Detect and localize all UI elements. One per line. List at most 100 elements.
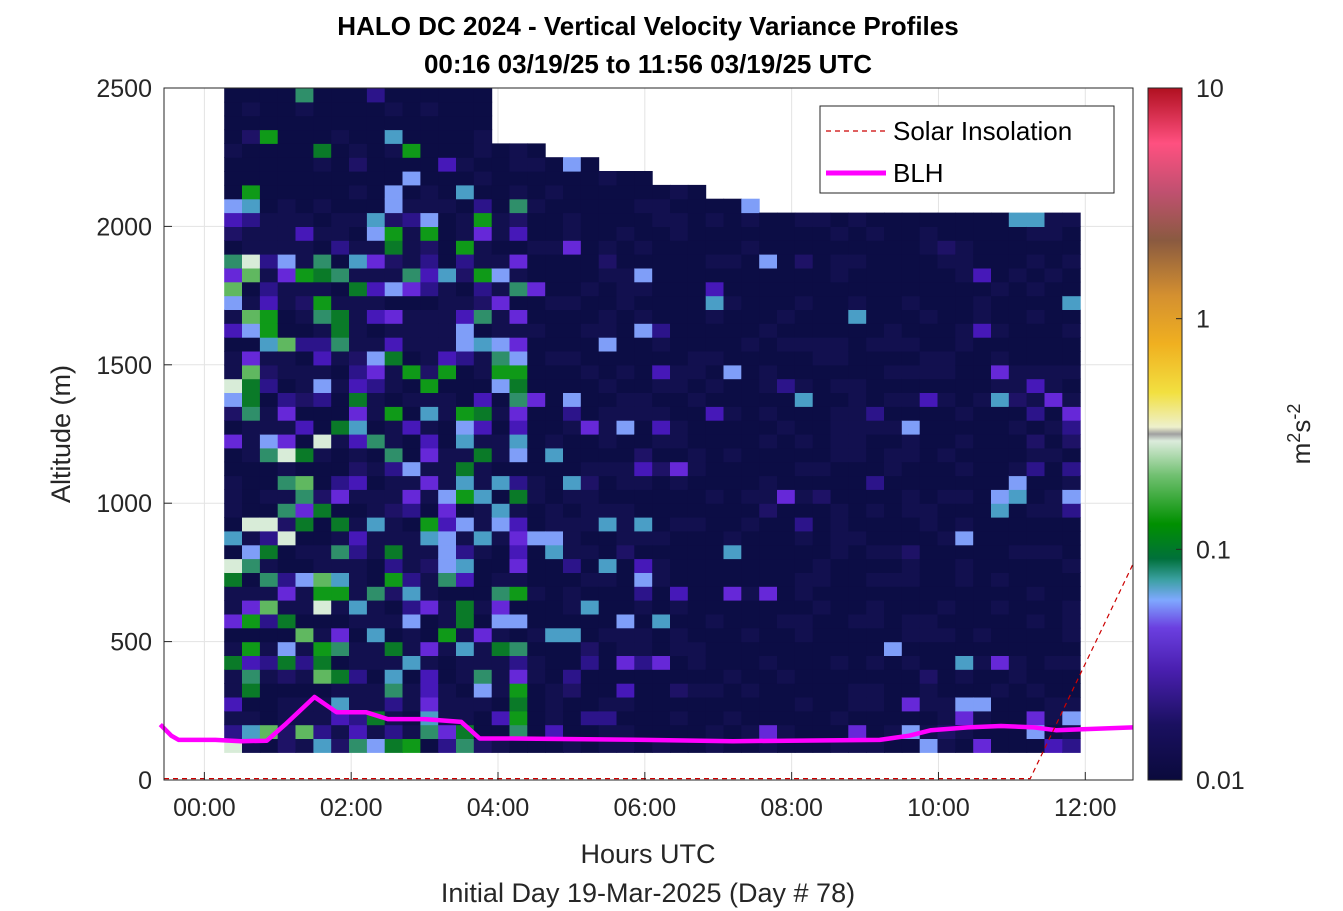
heatmap-cell (598, 254, 618, 269)
heatmap-cell (741, 392, 760, 407)
heatmap-cell (563, 420, 582, 435)
heatmap-cell (242, 558, 261, 573)
heatmap-cell (919, 641, 939, 656)
heatmap-cell (509, 558, 528, 573)
heatmap-cell (527, 392, 546, 407)
heatmap-cell (1044, 323, 1063, 338)
heatmap-cell (723, 586, 742, 601)
heatmap-cell (741, 641, 760, 656)
heatmap-cell (545, 337, 564, 352)
heatmap-cell (420, 669, 439, 684)
heatmap-cell (670, 351, 689, 366)
heatmap-cell (919, 447, 939, 463)
heatmap-cell (491, 655, 511, 670)
solar-insolation-line (164, 563, 1134, 780)
heatmap-cell (580, 655, 600, 670)
heatmap-cell (973, 627, 992, 643)
heatmap-cell (670, 378, 689, 393)
heatmap-cell (1008, 600, 1028, 615)
heatmap-cell (366, 586, 386, 601)
heatmap-cell (1026, 351, 1045, 366)
x-tick-label: 02:00 (320, 794, 383, 822)
heatmap-cell (652, 572, 671, 587)
heatmap-cell (456, 738, 475, 753)
heatmap-cell (473, 88, 493, 103)
heatmap-cell (741, 517, 760, 532)
heatmap-cell (955, 613, 974, 629)
heatmap-cell (491, 323, 511, 338)
heatmap-cell (491, 697, 511, 712)
heatmap-cell (794, 295, 814, 310)
heatmap-cell (705, 697, 725, 712)
heatmap-cell (438, 697, 457, 712)
heatmap-cell (848, 420, 867, 435)
heatmap-cell (598, 434, 618, 449)
heatmap-cell (1026, 503, 1045, 518)
heatmap-cell (1062, 517, 1081, 532)
heatmap-cell (634, 447, 653, 463)
heatmap-cell (473, 351, 493, 366)
heatmap-cell (527, 724, 546, 739)
heatmap-cell (259, 392, 279, 407)
heatmap-cell (830, 212, 849, 227)
heatmap-cell (349, 475, 368, 490)
heatmap-cell (527, 475, 546, 490)
heatmap-cell (705, 489, 725, 504)
heatmap-cell (777, 517, 796, 532)
heatmap-cell (634, 517, 653, 532)
heatmap-cell (652, 461, 671, 477)
heatmap-cell (277, 157, 297, 172)
heatmap-cell (473, 406, 493, 421)
heatmap-cell (313, 544, 332, 560)
heatmap-cell (848, 364, 867, 380)
heatmap-cell (848, 323, 867, 338)
heatmap-cell (438, 198, 457, 214)
heatmap-cell (991, 309, 1010, 324)
heatmap-cell (545, 364, 564, 380)
heatmap-cell (598, 572, 618, 587)
heatmap-cell (295, 240, 314, 255)
heatmap-cell (438, 323, 457, 338)
heatmap-cell (527, 558, 546, 573)
heatmap-cell (349, 364, 368, 380)
heatmap-cell (687, 434, 707, 449)
colorbar-label-exp2: -2 (1284, 404, 1304, 420)
heatmap-cell (402, 406, 421, 421)
heatmap-cell (955, 710, 974, 726)
heatmap-cell (277, 517, 297, 532)
heatmap-cell (438, 88, 457, 103)
heatmap-cell (830, 489, 849, 504)
heatmap-cell (705, 364, 725, 380)
heatmap-cell (705, 295, 725, 310)
heatmap-cell (723, 267, 742, 283)
heatmap-cell (224, 572, 243, 587)
heatmap-cell (242, 212, 261, 227)
heatmap-cell (741, 627, 760, 643)
heatmap-cell (1044, 697, 1063, 712)
heatmap-cell (670, 240, 689, 255)
heatmap-cell (580, 613, 600, 629)
heatmap-cell (723, 351, 742, 366)
heatmap-cell (616, 323, 635, 338)
heatmap-cell (580, 184, 600, 200)
heatmap-cell (420, 337, 439, 352)
heatmap-cell (830, 240, 849, 255)
heatmap-cell (1026, 738, 1045, 753)
heatmap-cell (919, 586, 939, 601)
heatmap-cell (366, 489, 386, 504)
heatmap-cell (563, 724, 582, 739)
heatmap-cell (277, 240, 297, 255)
heatmap-cell (402, 489, 421, 504)
heatmap-cell (242, 641, 261, 656)
heatmap-cell (652, 434, 671, 449)
heatmap-cell (509, 281, 528, 297)
heatmap-cell (670, 309, 689, 324)
heatmap-cell (224, 295, 243, 310)
heatmap-cell (652, 475, 671, 490)
heatmap-cell (1062, 323, 1081, 338)
heatmap-cell (1062, 738, 1081, 753)
heatmap-cell (456, 544, 475, 560)
heatmap-cell (937, 420, 956, 435)
heatmap-cell (295, 378, 314, 393)
heatmap-cell (901, 461, 921, 477)
